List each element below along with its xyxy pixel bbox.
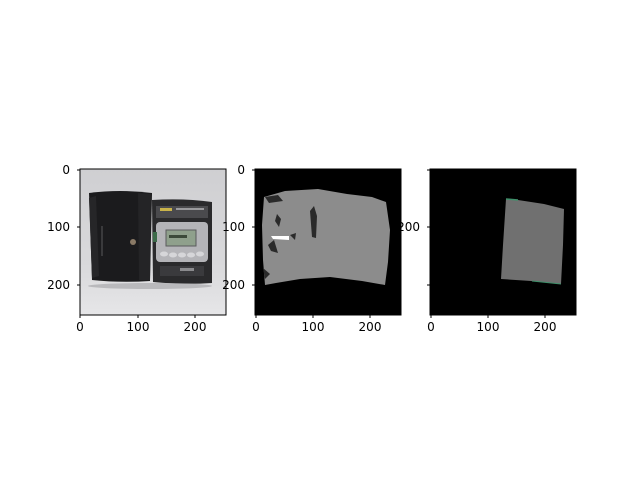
- photo-frame: [79, 168, 227, 316]
- mask-region: [262, 189, 390, 285]
- photo-xtick-2: 200: [184, 320, 207, 334]
- object-xtick-1: 100: [477, 320, 500, 334]
- mask-ytick-2: 200: [222, 278, 245, 292]
- photo-xtick-0: 0: [76, 320, 84, 334]
- mask-x-axis: 0 100 200: [252, 315, 381, 334]
- mask-highlight: [271, 236, 289, 240]
- panel-photo: 0 100 200 0 100 200: [47, 163, 227, 334]
- object-frame: [429, 168, 577, 316]
- mask-hole: [263, 268, 270, 279]
- panel-segmentation-mask: 0 100 200 0 100 200: [222, 163, 402, 334]
- mask-y-axis: 0 100 200: [222, 163, 255, 292]
- mask-xtick-0: 0: [252, 320, 260, 334]
- object-xtick-2: 200: [534, 320, 557, 334]
- photo-image: [80, 169, 226, 315]
- leather-case: [89, 191, 152, 282]
- case-button-icon: [130, 239, 136, 245]
- photo-xtick-1: 100: [127, 320, 150, 334]
- mask-ytick-0: 0: [237, 163, 245, 177]
- mask-ytick-1: 100: [222, 220, 245, 234]
- photo-ytick-0: 0: [62, 163, 70, 177]
- mask-hole: [268, 240, 278, 253]
- mask-xtick-1: 100: [302, 320, 325, 334]
- object-y-axis: [427, 169, 430, 286]
- mask-xtick-2: 200: [359, 320, 382, 334]
- photo-y-axis: 0 100 200: [47, 163, 80, 292]
- panel-object-mask: 200 0 100 200: [397, 168, 577, 334]
- mask-frame: [254, 168, 402, 316]
- photo-ytick-2: 200: [47, 278, 70, 292]
- mask-hole: [265, 195, 283, 203]
- mask-hole: [310, 206, 317, 238]
- object-region: [501, 199, 564, 284]
- object-x-axis: 0 100 200: [427, 315, 556, 334]
- photo-x-axis: 0 100 200: [76, 315, 206, 334]
- object-xtick-0: 0: [427, 320, 435, 334]
- mask-hole: [290, 233, 296, 240]
- photo-ytick-1: 100: [47, 220, 70, 234]
- object-ytick-0: 200: [397, 220, 420, 234]
- mask-hole: [275, 214, 281, 227]
